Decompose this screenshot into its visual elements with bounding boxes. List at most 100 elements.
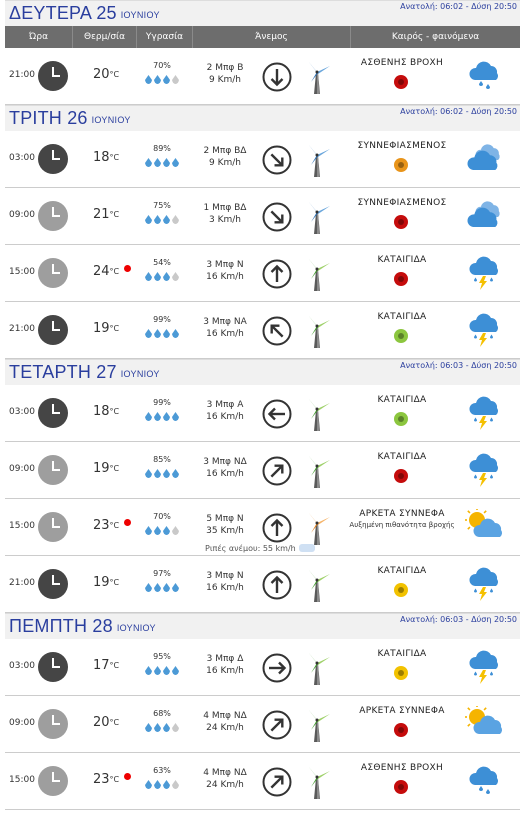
- wind-beaufort: 3 Μπφ Ν: [206, 260, 244, 270]
- temperature-unit: °C: [109, 775, 120, 784]
- temperature: 18°C: [93, 404, 119, 419]
- temperature: 18°C: [93, 150, 119, 165]
- humidity-value: 99%: [153, 315, 171, 324]
- wind-direction-arrow-icon: [262, 399, 292, 429]
- drop-icon: [145, 412, 152, 421]
- humidity-drops: [142, 723, 182, 732]
- forecast-row: 15:00 23°C 70% 5 Μπφ Ν 35 Km/h Ριπές ανέμου:…: [5, 499, 520, 556]
- humidity-drops: [142, 526, 182, 535]
- clock-icon: [38, 512, 68, 542]
- wind-speed: 35 Km/h: [206, 526, 244, 536]
- weather-description: ΚΑΤΑΙΓΙΔΑ: [377, 395, 427, 405]
- weather-description: ΚΑΤΑΙΓΙΔΑ: [377, 649, 427, 659]
- temperature-unit: °C: [109, 407, 120, 416]
- insect-indicator-icon: [394, 329, 408, 343]
- column-header-humidity: Υγρασία: [137, 26, 193, 48]
- humidity-value: 97%: [153, 569, 171, 578]
- temperature-unit: °C: [109, 661, 120, 670]
- drop-icon: [145, 272, 152, 281]
- weather-storm-icon: [465, 395, 503, 431]
- clock-icon: [38, 569, 68, 599]
- day-header: ΤΡΙΤΗ 26 ΙΟΥΝΙΟΥ Ανατολή: 06:02 - Δύση 20:…: [5, 105, 520, 131]
- temperature-value: 18: [93, 404, 110, 419]
- humidity-value: 70%: [153, 512, 171, 521]
- day-month: ΙΟΥΝΙΟΥ: [120, 10, 160, 20]
- weather-storm-icon: [465, 566, 503, 602]
- drop-icon: [154, 272, 161, 281]
- weather-storm-icon: [465, 312, 503, 348]
- temperature: 19°C: [93, 461, 119, 476]
- wind-direction-arrow-icon: [262, 513, 292, 543]
- row-time: 03:00: [9, 407, 35, 417]
- wind-beaufort: 3 Μπφ ΝΑ: [203, 317, 247, 327]
- insect-indicator-icon: [394, 272, 408, 286]
- drop-icon: [145, 215, 152, 224]
- wind-direction-arrow-icon: [262, 62, 292, 92]
- temperature-unit: °C: [109, 578, 120, 587]
- drop-icon: [163, 412, 170, 421]
- column-header-wind: Άνεμος: [193, 26, 351, 48]
- drop-icon: [163, 526, 170, 535]
- row-time: 03:00: [9, 661, 35, 671]
- drop-icon: [163, 75, 170, 84]
- weather-sunclouds-icon: [464, 704, 503, 742]
- high-temp-dot-icon: [124, 519, 131, 526]
- row-time: 03:00: [9, 153, 35, 163]
- wind-beaufort: 3 Μπφ Α: [206, 400, 244, 410]
- insect-indicator-icon: [394, 780, 408, 794]
- wind-speed: 16 Km/h: [206, 469, 244, 479]
- drop-icon: [172, 723, 179, 732]
- temperature: 17°C: [93, 658, 119, 673]
- day-title: ΠΕΜΠΤΗ 28 ΙΟΥΝΙΟΥ: [9, 616, 156, 637]
- weather-description: ΚΑΤΑΙΓΙΔΑ: [377, 255, 427, 265]
- row-time: 15:00: [9, 775, 35, 785]
- drop-icon: [145, 723, 152, 732]
- temperature-unit: °C: [109, 70, 120, 79]
- wind-gust-text: Ριπές ανέμου: 55 km/h: [205, 544, 296, 553]
- drop-icon: [154, 412, 161, 421]
- clock-icon: [38, 315, 68, 345]
- wind-direction-arrow-icon: [262, 202, 292, 232]
- clock-icon: [38, 652, 68, 682]
- drop-icon: [154, 469, 161, 478]
- drop-icon: [145, 158, 152, 167]
- temperature-unit: °C: [109, 718, 120, 727]
- temperature-value: 23: [93, 772, 110, 787]
- insect-indicator-icon: [394, 666, 408, 680]
- temperature: 19°C: [93, 575, 119, 590]
- wind-turbine-icon: [302, 60, 332, 94]
- wind-gust: Ριπές ανέμου: 55 km/h: [205, 544, 315, 553]
- wind-beaufort: 5 Μπφ Ν: [206, 514, 244, 524]
- temperature-unit: °C: [109, 153, 120, 162]
- humidity-drops: [142, 780, 182, 789]
- wind-turbine-icon: [302, 314, 332, 348]
- row-time: 09:00: [9, 210, 35, 220]
- wind-direction-arrow-icon: [262, 145, 292, 175]
- weather-storm-icon: [465, 255, 503, 291]
- day-name: ΤΕΤΑΡΤΗ 27: [9, 362, 117, 382]
- drop-icon: [154, 215, 161, 224]
- temperature-value: 19: [93, 321, 110, 336]
- day-header: ΔΕΥΤΕΡΑ 25 ΙΟΥΝΙΟΥ Ανατολή: 06:02 - Δύση 2…: [5, 0, 520, 26]
- insect-indicator-icon: [394, 412, 408, 426]
- temperature-value: 18: [93, 150, 110, 165]
- row-time: 21:00: [9, 324, 35, 334]
- day-title: ΤΕΤΑΡΤΗ 27 ΙΟΥΝΙΟΥ: [9, 362, 160, 383]
- drop-icon: [172, 583, 179, 592]
- forecast-row: 21:00 19°C 97% 3 Μπφ Ν 16 Km/h ΚΑΤΑΙΓΙΔΑ: [5, 556, 520, 613]
- drop-icon: [172, 780, 179, 789]
- drop-icon: [163, 723, 170, 732]
- drop-icon: [145, 666, 152, 675]
- drop-icon: [172, 158, 179, 167]
- temperature: 24°C: [93, 264, 119, 279]
- humidity-drops: [142, 75, 182, 84]
- weather-description: ΑΡΚΕΤΑ ΣΥΝΝΕΦΑ: [359, 509, 445, 519]
- gust-icon: [298, 544, 315, 552]
- drop-icon: [145, 526, 152, 535]
- wind-turbine-icon: [302, 454, 332, 488]
- humidity-value: 89%: [153, 144, 171, 153]
- day-name: ΔΕΥΤΕΡΑ 25: [9, 3, 117, 23]
- weather-description: ΚΑΤΑΙΓΙΔΑ: [377, 566, 427, 576]
- drop-icon: [163, 158, 170, 167]
- humidity-value: 70%: [153, 61, 171, 70]
